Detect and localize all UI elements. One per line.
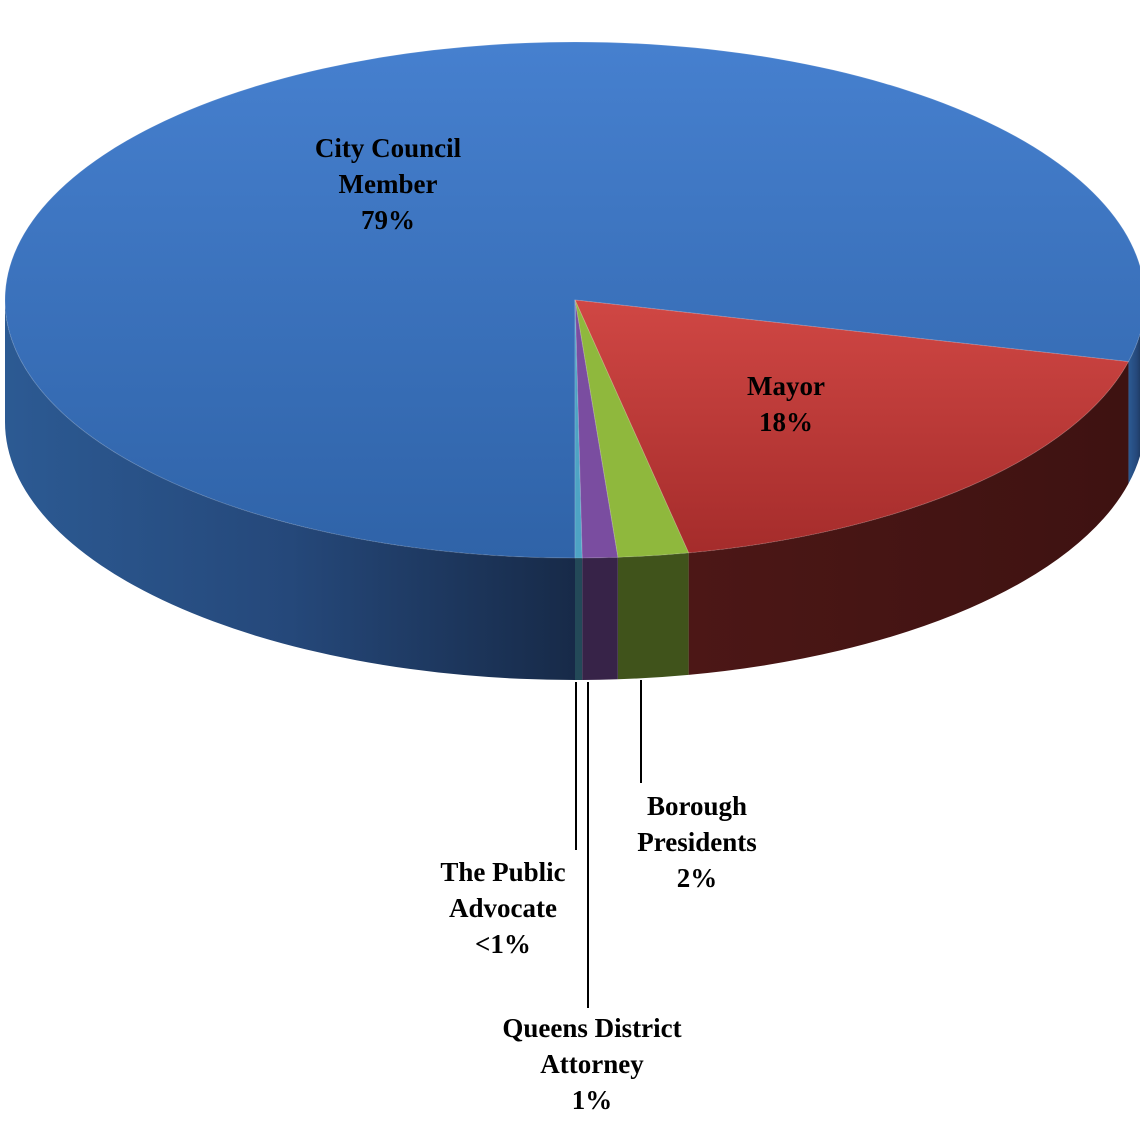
label-queens-district-attorney: Queens District Attorney 1%: [472, 1010, 712, 1118]
pie-slice-city-council-member: [4, 41, 1140, 559]
label-public-advocate-line2: Advocate: [449, 893, 557, 923]
label-city-council-member: City Council Member 79%: [288, 130, 488, 238]
label-queens-da-line1: Queens District: [502, 1013, 682, 1043]
label-queens-da-line2: Attorney: [540, 1049, 644, 1079]
label-borough-presidents: Borough Presidents 2%: [597, 788, 797, 896]
label-public-advocate-pct: <1%: [475, 929, 531, 959]
label-borough-line1: Borough: [646, 791, 748, 821]
pie-side-the-public-advocate: [575, 557, 583, 680]
pie-side-city-council-member: [5, 300, 575, 680]
pie-slice-borough-presidents: [574, 299, 690, 558]
label-city-council-pct: 79%: [361, 205, 415, 235]
label-mayor-pct: 18%: [759, 407, 813, 437]
label-mayor-line1: Mayor: [747, 371, 825, 401]
pie-side-mayor: [688, 361, 1129, 675]
label-borough-line2: Presidents: [637, 827, 757, 857]
pie-slice-mayor: [574, 299, 1130, 554]
label-queens-da-pct: 1%: [571, 1085, 613, 1115]
pie-side-borough-presidents: [617, 552, 689, 680]
pie-slice-the-public-advocate: [574, 299, 583, 559]
label-public-advocate-line1: The Public: [440, 857, 566, 887]
label-public-advocate: The Public Advocate <1%: [403, 854, 603, 962]
label-borough-pct: 2%: [676, 863, 718, 893]
pie-side-queens-district-attorney: [582, 557, 618, 680]
label-city-council-line2: Member: [338, 169, 438, 199]
pie-side-city-council-member: [1128, 333, 1140, 484]
label-city-council-line1: City Council: [314, 133, 462, 163]
pie-slice-queens-district-attorney: [574, 299, 619, 559]
label-mayor: Mayor 18%: [686, 368, 886, 440]
